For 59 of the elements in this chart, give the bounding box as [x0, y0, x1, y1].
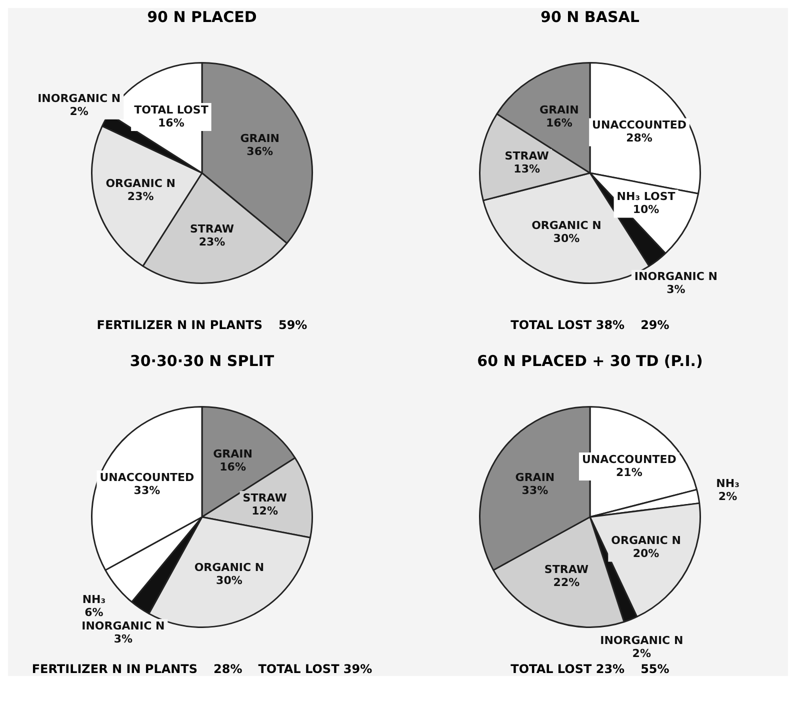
slice-label: GRAIN: [540, 103, 579, 116]
data-label: 12%: [252, 504, 278, 518]
slice-label: NH₃: [716, 477, 740, 490]
data-label: 16%: [158, 116, 184, 130]
slice-label: NH₃ LOST: [616, 190, 676, 204]
data-label: 2%: [632, 646, 651, 660]
slice-label: STRAW: [242, 491, 287, 504]
slice-label: ORGANIC N: [106, 177, 176, 190]
slice-label: INORGANIC N: [634, 270, 718, 284]
chart-title: 90 N PLACED: [147, 8, 257, 26]
chart-title: 30·30·30 N SPLIT: [130, 352, 274, 370]
text: TOTAL LOST 38%: [510, 318, 625, 332]
data-label: 3%: [114, 632, 133, 646]
data-label: 33%: [522, 484, 548, 497]
data-label: 13%: [514, 162, 540, 176]
data-label: 30%: [553, 232, 580, 245]
text: TOTAL LOST 39%: [258, 662, 372, 676]
data-label: 21%: [616, 466, 642, 479]
data-label: 2%: [718, 490, 738, 504]
text: FERTILIZER N IN PLANTS: [32, 662, 198, 676]
text: 59%: [278, 318, 308, 332]
slice-label: STRAW: [190, 222, 234, 236]
slice-label: UNACCOUNTED: [582, 452, 676, 466]
data-label: 28%: [626, 132, 652, 145]
data-label: 16%: [220, 460, 246, 474]
slice-label: GRAIN: [515, 470, 555, 484]
chart-title: 60 N PLACED + 30 TD (P.I.): [477, 352, 703, 370]
data-label: 23%: [127, 190, 154, 204]
slice-label: STRAW: [544, 562, 588, 576]
slice-label: UNACCOUNTED: [592, 118, 686, 132]
slice-label: GRAIN: [213, 447, 252, 460]
data-label: 6%: [84, 606, 104, 619]
slice-label: INORGANIC N: [82, 619, 165, 632]
text: 29%: [640, 318, 670, 332]
data-label: 22%: [553, 576, 580, 589]
data-label: 23%: [198, 236, 226, 249]
chart-title: 90 N BASAL: [540, 8, 640, 26]
data-label: 10%: [632, 203, 660, 216]
slice-label: UNACCOUNTED: [100, 470, 194, 484]
text: 28%: [214, 662, 242, 676]
data-label: 30%: [216, 574, 242, 588]
slice-label: INORGANIC N: [38, 92, 121, 105]
data-label: 20%: [632, 547, 660, 560]
slice-label: TOTAL LOST: [134, 103, 209, 116]
slice-label: NH₃: [82, 592, 106, 606]
data-label: 3%: [666, 283, 686, 296]
slice-label: GRAIN: [240, 132, 280, 146]
slice-label: ORGANIC N: [611, 534, 681, 548]
text: 55%: [640, 662, 670, 676]
data-label: 36%: [246, 145, 274, 158]
text: TOTAL LOST 23%: [510, 662, 625, 676]
data-label: 16%: [546, 116, 572, 130]
slice-label: ORGANIC N: [194, 561, 264, 574]
text: FERTILIZER N IN PLANTS: [96, 318, 262, 332]
slice-label: ORGANIC N: [532, 218, 602, 232]
data-label: 33%: [134, 484, 160, 497]
slice-label: STRAW: [504, 149, 549, 162]
data-label: 2%: [70, 104, 88, 118]
slice-label: INORGANIC N: [600, 634, 684, 647]
